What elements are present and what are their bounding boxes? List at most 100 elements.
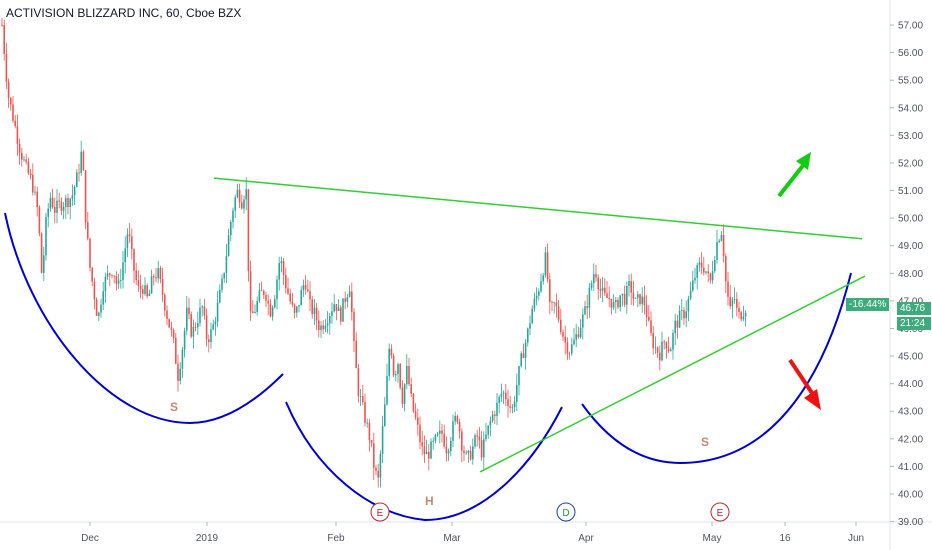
candle-body <box>491 414 494 421</box>
lower-trendline[interactable] <box>479 275 866 473</box>
candle-body <box>47 208 49 217</box>
candle-body <box>410 384 412 394</box>
candle-body <box>287 288 289 294</box>
candle-body <box>98 312 100 316</box>
candle-body <box>507 399 509 407</box>
last-price-badge: 46.76 <box>897 302 931 315</box>
candle-body <box>661 341 663 361</box>
candle-body <box>230 221 232 236</box>
candle-body <box>210 329 212 343</box>
price-tick-label: 40.00 <box>898 490 923 501</box>
candle-body <box>34 191 36 193</box>
candle-body <box>197 323 199 328</box>
earnings-marker[interactable] <box>370 502 390 522</box>
price-tick-label: 48.00 <box>898 269 923 280</box>
candle-body <box>560 319 562 332</box>
candle-body <box>733 299 736 300</box>
right-shoulder-label: S <box>701 435 709 449</box>
candle-body <box>131 236 133 250</box>
candle-body <box>593 274 595 284</box>
event-letter: E <box>717 508 724 519</box>
price-axis[interactable]: 39.0040.0041.0042.0043.0044.0045.0046.00… <box>890 21 923 529</box>
price-tick-label: 47.00 <box>898 296 923 307</box>
candle-body <box>32 174 34 193</box>
candle-body <box>573 339 575 345</box>
candle-body <box>529 323 531 329</box>
candle-body <box>520 353 522 367</box>
candle-body <box>340 307 342 322</box>
candle-body <box>648 316 650 321</box>
candle-body <box>628 281 630 287</box>
candle-body <box>36 191 38 208</box>
candle-body <box>551 301 553 303</box>
candle-body <box>586 306 588 309</box>
candle-body <box>681 310 683 311</box>
time-axis[interactable]: Dec 2019 Feb Mar Apr May 16 Jun <box>81 522 864 544</box>
candle-body <box>518 366 520 386</box>
candle-body <box>742 316 745 320</box>
candle-body <box>274 299 276 308</box>
candle-body <box>375 467 377 471</box>
candle-body <box>337 307 340 311</box>
candle-body <box>203 306 206 316</box>
candle-body <box>311 299 313 315</box>
candle-body <box>615 300 617 303</box>
candle-body <box>441 430 443 434</box>
candle-body <box>142 289 144 294</box>
candle-body <box>727 281 729 297</box>
candle-body <box>137 280 140 286</box>
candle-body <box>595 274 597 278</box>
candle-body <box>412 393 415 412</box>
candle-body <box>238 189 241 203</box>
candle-body <box>384 404 386 427</box>
upper-trendline[interactable] <box>213 177 863 240</box>
dividend-marker[interactable] <box>556 502 576 522</box>
candle-body <box>304 285 307 290</box>
candle-body <box>234 197 236 211</box>
candle-body <box>505 392 507 400</box>
candle-body <box>161 278 164 295</box>
time-tick-label: Mar <box>443 533 461 544</box>
candle-body <box>366 422 368 424</box>
candle-body <box>95 299 98 316</box>
candle-body <box>516 385 518 402</box>
price-tick-label: 42.00 <box>898 434 923 445</box>
time-tick-label: 2019 <box>196 533 219 544</box>
candle-body <box>56 200 58 213</box>
candle-body <box>285 275 287 289</box>
candle-body <box>267 300 269 304</box>
candle-body <box>102 291 104 305</box>
candle-body <box>212 324 214 330</box>
candle-body <box>241 202 243 209</box>
event-markers[interactable]: E D E <box>370 502 730 522</box>
candle-body <box>23 159 25 161</box>
candle-body <box>740 312 742 320</box>
candle-body <box>269 303 272 317</box>
candle-body <box>186 307 188 331</box>
candle-body <box>201 306 203 308</box>
candle-body <box>604 287 606 294</box>
earnings-marker[interactable] <box>710 502 730 522</box>
candle-body <box>399 363 401 388</box>
candle-body <box>469 450 472 460</box>
candle-body <box>126 234 129 249</box>
candle-body <box>672 332 674 350</box>
left-shoulder-label: S <box>170 400 178 414</box>
candle-body <box>12 104 14 121</box>
candle-body <box>335 304 338 311</box>
candle-body <box>467 450 470 453</box>
candle-body <box>357 368 360 397</box>
time-tick-label: Jun <box>848 533 864 544</box>
candle-body <box>258 290 261 302</box>
candle-body <box>109 273 111 276</box>
candle-body <box>630 281 632 293</box>
candle-body <box>720 235 723 241</box>
price-tick-label: 56.00 <box>898 48 923 59</box>
candle-body <box>667 348 670 352</box>
candle-body <box>181 349 184 369</box>
candle-body <box>408 365 410 385</box>
candle-body <box>322 325 324 330</box>
candle-body <box>87 222 89 239</box>
candle-body <box>428 451 430 459</box>
